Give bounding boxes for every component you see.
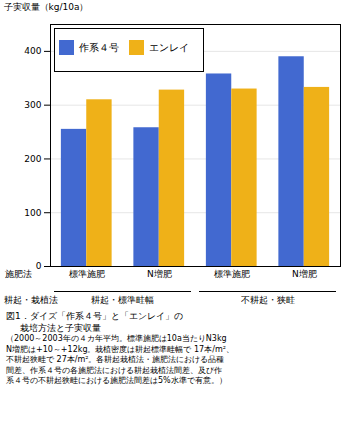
html-text:耕起・標準畦幅: 耕起・標準畦幅 xyxy=(91,295,154,305)
html-text:作系４号: 作系４号 xyxy=(79,41,119,53)
html-text:不耕起狭畦で 27本/m²。各耕起栽植法・施肥法における品種: 不耕起狭畦で 27本/m²。各耕起栽植法・施肥法における品種 xyxy=(6,355,225,364)
svg-text:標準施肥: 標準施肥 xyxy=(69,269,105,279)
html-text:栽培方法と子実収量: 栽培方法と子実収量 xyxy=(6,323,102,333)
svg-text:0: 0 xyxy=(36,261,42,271)
svg-text:標準施肥: 標準施肥 xyxy=(214,269,250,279)
html-text:（2000～2003年の４カ年平均。標準施肥は10a当たりN: （2000～2003年の４カ年平均。標準施肥は10a当たりN3kg xyxy=(6,334,227,343)
svg-text:400: 400 xyxy=(24,46,41,56)
html-text:間差、作系４号の各施肥法における耕起栽植法間差、及び作: 間差、作系４号の各施肥法における耕起栽植法間差、及び作 xyxy=(6,365,222,375)
html-text:エンレイ: エンレイ xyxy=(149,41,189,53)
html-text:図1．ダイズ「作系４号」と「エンレイ」の: 図1．ダイズ「作系４号」と「エンレイ」の xyxy=(6,311,183,321)
html-text:耕起・栽植法: 耕起・栽植法 xyxy=(4,295,58,305)
svg-text:300: 300 xyxy=(24,100,41,110)
svg-text:子実収量（kg/10a）: 子実収量（kg/10a） xyxy=(4,2,89,12)
svg-text:N増肥: N増肥 xyxy=(147,269,172,279)
html-text:系４号の不耕起狭畦における施肥法間差は5%水準で有意。）: 系４号の不耕起狭畦における施肥法間差は5%水準で有意。） xyxy=(6,376,227,385)
svg-text:200: 200 xyxy=(24,154,41,164)
svg-text:施肥法: 施肥法 xyxy=(5,269,32,279)
html-text:不耕起・狭畦: 不耕起・狭畦 xyxy=(240,295,295,305)
svg-text:100: 100 xyxy=(24,208,41,218)
html-text:N増肥は+10～+12kg。栽植密度は耕起標準畦幅で 17本: N増肥は+10～+12kg。栽植密度は耕起標準畦幅で 17本/m²、 xyxy=(6,344,234,354)
svg-text:N増肥: N増肥 xyxy=(292,269,317,279)
